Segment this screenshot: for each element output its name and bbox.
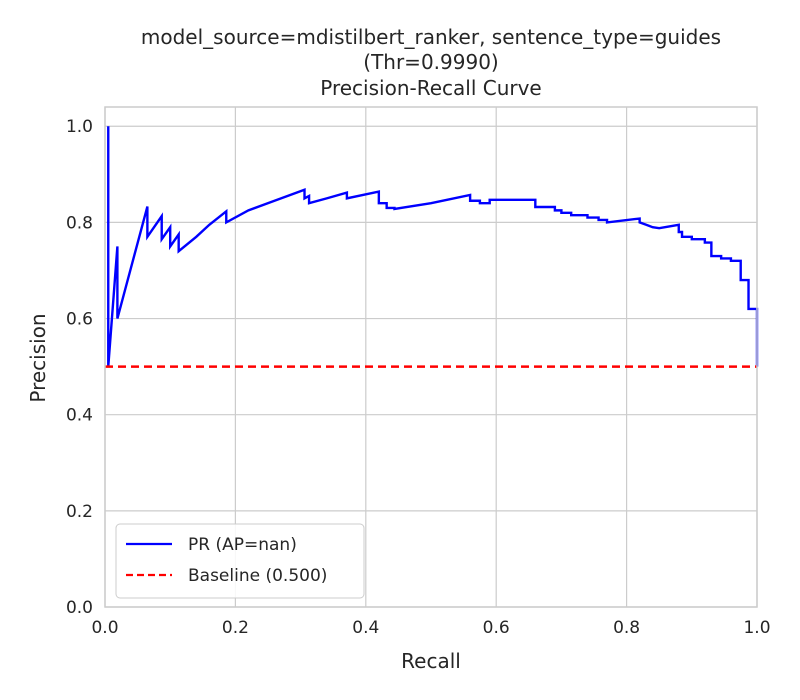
y-tick-label: 0.0 [66,598,93,618]
series-layer [105,126,759,368]
x-tick-label: 0.0 [91,618,118,638]
x-tick-label: 0.6 [483,618,510,638]
pr-curve-line [107,126,759,367]
x-tick-label: 0.4 [352,618,379,638]
y-tick-label: 0.2 [66,502,93,522]
chart-title-line-3: Precision-Recall Curve [320,76,541,100]
x-tick-label: 1.0 [743,618,770,638]
plot-frame [104,106,758,608]
y-axis-label: Precision [26,313,50,402]
legend-box [115,523,365,599]
x-axis-label: Recall [401,649,461,673]
legend: PR (AP=nan) Baseline (0.500) [115,523,365,599]
legend-label-baseline: Baseline (0.500) [188,566,327,586]
y-tick-label: 0.8 [66,213,93,233]
chart-title-line-2: (Thr=0.9990) [363,50,498,74]
y-tick-label: 0.4 [66,406,93,426]
y-tick-label: 1.0 [66,117,93,137]
legend-label-pr: PR (AP=nan) [188,535,297,555]
x-tick-label: 0.2 [222,618,249,638]
tick-layer: 0.0 0.2 0.4 0.6 0.8 1.0 0.0 0.2 0.4 0.6 0.8 1.0 [66,117,771,638]
y-tick-label: 0.6 [66,310,93,330]
chart-title-line-1: model_source=mdistilbert_ranker, sentenc… [141,25,721,49]
grid-layer [104,107,758,608]
x-tick-label: 0.8 [613,618,640,638]
